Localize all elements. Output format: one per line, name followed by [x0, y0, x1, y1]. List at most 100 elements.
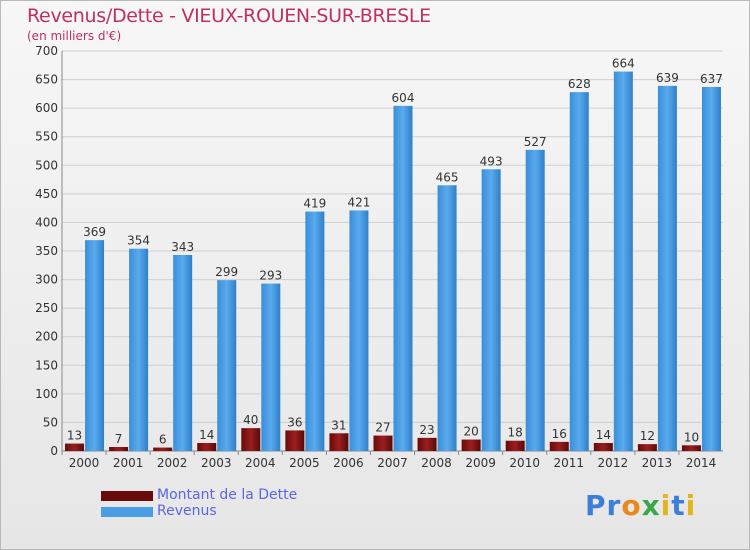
bar-debt [549, 441, 569, 451]
bar-revenus [481, 169, 501, 452]
chart-title: Revenus/Dette - VIEUX-ROUEN-SUR-BRESLE [27, 5, 431, 27]
bar-debt [241, 428, 261, 451]
proxiti-logo: Proxiti [585, 489, 697, 522]
data-label-debt: 13 [67, 429, 82, 443]
bar-debt [593, 443, 613, 451]
data-label-debt: 7 [115, 432, 123, 446]
data-label-debt: 12 [640, 429, 655, 443]
y-tick-label: 550 [35, 130, 58, 144]
data-label-debt: 31 [331, 418, 346, 432]
x-tick-label: 2008 [421, 456, 452, 470]
bar-revenus [129, 248, 149, 451]
data-label-revenus: 343 [171, 240, 194, 254]
y-tick-label: 200 [35, 330, 58, 344]
legend-swatch-revenus [101, 507, 153, 517]
legend-label-revenus: Revenus [157, 503, 217, 519]
data-label-revenus: 369 [83, 225, 106, 239]
data-label-revenus: 527 [524, 135, 547, 149]
x-tick-label: 2010 [509, 456, 540, 470]
bar-revenus [569, 92, 589, 452]
bar-revenus [261, 283, 281, 451]
data-label-revenus: 628 [568, 77, 591, 91]
bar-revenus [437, 185, 457, 452]
bar-debt [637, 444, 657, 451]
x-tick-label: 2004 [245, 456, 276, 470]
data-label-debt: 27 [375, 421, 390, 435]
data-label-debt: 10 [684, 430, 699, 444]
data-label-debt: 18 [508, 426, 523, 440]
data-label-debt: 6 [159, 433, 167, 447]
legend-swatch-debt [101, 491, 153, 501]
x-tick-label: 2003 [201, 456, 232, 470]
x-tick-label: 2001 [113, 456, 144, 470]
data-label-debt: 36 [287, 415, 302, 429]
grid-lines [62, 50, 723, 452]
data-label-revenus: 493 [480, 154, 503, 168]
y-tick-label: 450 [35, 187, 58, 201]
bar-debt [373, 435, 393, 451]
legend-label-debt: Montant de la Dette [157, 487, 298, 503]
bar-revenus [85, 240, 105, 451]
data-label-revenus: 421 [347, 195, 370, 209]
data-label-revenus: 354 [127, 234, 150, 248]
data-label-debt: 14 [199, 428, 214, 442]
bar-debt [285, 430, 305, 451]
bar-revenus [613, 71, 633, 452]
data-label-debt: 14 [596, 428, 611, 442]
x-tick-label: 2013 [642, 456, 673, 470]
y-tick-label: 700 [35, 44, 58, 58]
y-tick-label: 250 [35, 301, 58, 315]
bars [65, 71, 721, 452]
data-label-revenus: 604 [392, 91, 415, 105]
bar-debt [65, 443, 85, 451]
data-label-revenus: 664 [612, 57, 635, 71]
data-label-debt: 23 [419, 423, 434, 437]
data-label-revenus: 637 [700, 72, 723, 86]
bar-debt [329, 433, 349, 451]
data-label-revenus: 299 [215, 265, 238, 279]
y-tick-label: 400 [35, 215, 58, 229]
data-label-debt: 40 [243, 413, 258, 427]
bar-revenus [173, 255, 193, 451]
y-tick-label: 650 [35, 73, 58, 87]
bar-revenus [701, 87, 721, 451]
y-tick-label: 150 [35, 358, 58, 372]
y-tick-label: 50 [43, 415, 58, 429]
data-labels: 13 369 7 354 6 343 14 299 40 293 36 419 31 421 27 604 23… [67, 57, 723, 447]
x-tick-label: 2007 [377, 456, 408, 470]
bar-revenus [657, 85, 677, 451]
data-label-revenus: 639 [656, 71, 679, 85]
y-tick-label: 0 [50, 444, 58, 458]
y-tick-label: 500 [35, 158, 58, 172]
data-label-revenus: 419 [303, 197, 326, 211]
bar-debt [153, 447, 173, 451]
bar-debt [109, 447, 129, 451]
x-tick-label: 2014 [686, 456, 717, 470]
bar-revenus [525, 149, 545, 451]
x-tick-label: 2002 [157, 456, 188, 470]
data-label-revenus: 465 [436, 170, 459, 184]
bar-revenus [305, 211, 325, 451]
x-tick-label: 2012 [598, 456, 629, 470]
y-tick-label: 300 [35, 273, 58, 287]
x-tick-label: 2005 [289, 456, 320, 470]
data-label-debt: 20 [463, 425, 478, 439]
x-tick-label: 2000 [69, 456, 100, 470]
chart-subtitle: (en milliers d'€) [27, 29, 122, 43]
y-tick-label: 600 [35, 101, 58, 115]
y-tick-label: 100 [35, 387, 58, 401]
bar-debt [417, 437, 437, 451]
x-tick-label: 2006 [333, 456, 364, 470]
data-label-revenus: 293 [259, 269, 282, 283]
bar-revenus [217, 280, 237, 451]
data-label-debt: 16 [552, 427, 567, 441]
x-tick-label: 2011 [553, 456, 584, 470]
bar-debt [461, 439, 481, 451]
bar-debt [197, 443, 217, 451]
bar-revenus [349, 210, 369, 451]
axes: 0 50 100 150 200 250 300 350 400 450 500 550 600 650 7… [35, 44, 723, 470]
bar-debt [681, 445, 701, 451]
bar-debt [505, 440, 525, 451]
